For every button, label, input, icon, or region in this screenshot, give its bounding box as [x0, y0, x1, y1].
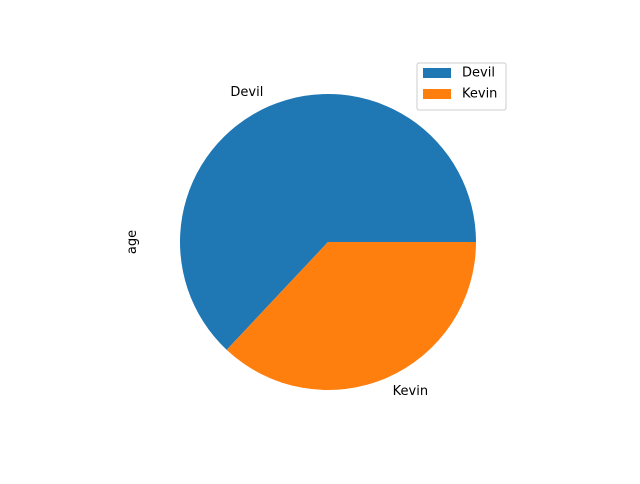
pie-slice-devil — [180, 93, 476, 350]
y-axis-label: age — [125, 230, 140, 254]
pie-slices — [180, 93, 476, 390]
legend-label-kevin: Kevin — [462, 87, 497, 102]
slice-labels: Devil Kevin — [230, 85, 428, 399]
slice-label-devil: Devil — [230, 85, 263, 100]
legend-label-devil: Devil — [462, 66, 495, 81]
legend-swatch-kevin — [423, 89, 451, 99]
legend-swatch-devil — [423, 68, 451, 78]
legend: Devil Kevin — [416, 62, 507, 111]
pie-slice-kevin — [226, 242, 476, 390]
slice-label-kevin: Kevin — [393, 384, 428, 399]
